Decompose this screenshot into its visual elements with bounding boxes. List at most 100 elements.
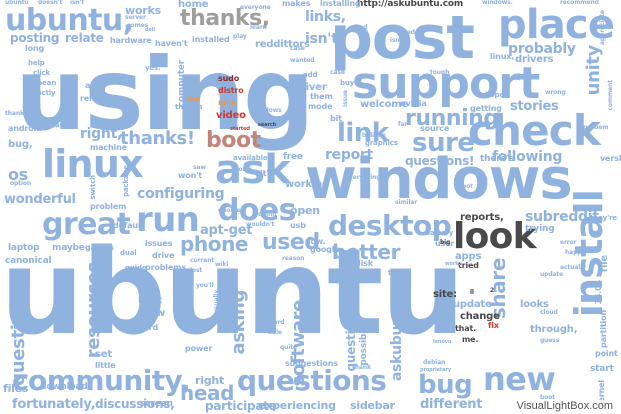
cloud-word: them xyxy=(310,92,333,101)
cloud-word: relate xyxy=(65,31,104,45)
cloud-word: question, xyxy=(344,310,358,372)
cloud-word: ubuntu, xyxy=(5,3,134,38)
cloud-word: believe xyxy=(362,132,386,139)
cloud-word: add xyxy=(303,71,318,79)
cloud-word: reason xyxy=(282,255,305,262)
cloud-word: ftw xyxy=(187,96,200,104)
cloud-word: looks xyxy=(520,299,549,310)
cloud-word: haven't xyxy=(155,39,188,48)
cloud-word: dual xyxy=(120,249,137,257)
cloud-word: open xyxy=(290,204,320,217)
cloud-word: look xyxy=(453,216,537,257)
cloud-word: point xyxy=(595,349,618,358)
cloud-word: release xyxy=(80,94,113,103)
cloud-word: bug xyxy=(418,370,473,400)
cloud-word: link xyxy=(337,118,389,148)
cloud-word: isn't xyxy=(305,31,338,47)
cloud-word: similar xyxy=(395,199,418,206)
cloud-word: graphics xyxy=(365,139,398,147)
cloud-word: google xyxy=(310,245,340,254)
cloud-word: case xyxy=(290,45,305,52)
cloud-word: current xyxy=(190,257,215,264)
cloud-word: package xyxy=(122,165,130,198)
cloud-word: ubuntu xyxy=(5,0,29,6)
cloud-word: yes. xyxy=(145,64,161,72)
cloud-word: askubuntu xyxy=(389,300,405,382)
cloud-word: they're xyxy=(590,214,618,222)
cloud-word: ubuntu xyxy=(0,223,465,361)
cloud-word: able xyxy=(268,329,282,336)
cloud-word: video xyxy=(216,110,246,121)
cloud-word: great xyxy=(42,207,131,242)
cloud-word: free xyxy=(283,152,303,162)
cloud-word: suggestions xyxy=(285,359,338,368)
cloud-word: user xyxy=(435,239,455,248)
cloud-word: far xyxy=(398,121,408,128)
cloud-word: wanted xyxy=(290,57,315,64)
cloud-word: app xyxy=(85,81,102,90)
cloud-word: sidebar xyxy=(350,399,395,412)
cloud-word: thanks! xyxy=(120,128,195,149)
cloud-word: fortunately, xyxy=(12,397,96,412)
cloud-word: isn't xyxy=(390,37,405,44)
cloud-word: click xyxy=(33,69,51,77)
cloud-word: everything xyxy=(345,174,381,181)
cloud-word: best xyxy=(138,295,162,306)
cloud-word: http://askubuntu.com xyxy=(357,0,464,9)
cloud-word: windows. xyxy=(482,0,513,6)
cloud-word: does xyxy=(218,193,296,228)
cloud-word: support xyxy=(352,58,540,109)
cloud-word: thanks, xyxy=(180,6,270,31)
cloud-word: android xyxy=(8,124,42,133)
cloud-word: file xyxy=(599,255,610,273)
cloud-word: right, xyxy=(80,126,123,142)
cloud-word: issues xyxy=(145,239,173,248)
cloud-word: games xyxy=(85,243,114,252)
cloud-word: 2 xyxy=(490,287,495,294)
cloud-word: read xyxy=(400,29,415,36)
cloud-word: right xyxy=(195,374,225,387)
cloud-word: place xyxy=(498,2,615,48)
cloud-word: that. xyxy=(455,324,476,333)
cloud-word: little xyxy=(95,361,116,370)
cloud-word: update xyxy=(453,299,492,310)
cloud-word: partition xyxy=(599,310,608,348)
cloud-word: though xyxy=(175,103,203,111)
cloud-word: discussions, xyxy=(95,397,175,411)
cloud-word: hard xyxy=(138,323,159,332)
cloud-word: option xyxy=(10,180,32,187)
cloud-word: hardware xyxy=(110,36,152,45)
cloud-word: apps xyxy=(455,251,482,262)
cloud-word: distro xyxy=(218,86,244,95)
cloud-word: participate xyxy=(205,399,277,413)
cloud-word: community, xyxy=(12,364,191,397)
cloud-word: running xyxy=(299,280,306,306)
cloud-word: laptop xyxy=(8,243,40,253)
cloud-word: wasn't xyxy=(50,122,72,129)
cloud-word: boot xyxy=(206,128,261,153)
cloud-word: gnome xyxy=(218,207,241,214)
cloud-word: makes xyxy=(282,0,311,8)
cloud-word: drive xyxy=(152,251,175,260)
cloud-word: buy xyxy=(340,79,355,87)
cloud-word: probem xyxy=(583,124,609,131)
cloud-word: using xyxy=(15,36,315,153)
cloud-word: stories xyxy=(510,99,559,114)
cloud-word: me. xyxy=(462,335,479,344)
cloud-word: wrong xyxy=(545,89,566,96)
cloud-word: thanks xyxy=(5,110,28,117)
cloud-word: lenovo xyxy=(433,339,452,345)
cloud-word: questions! xyxy=(405,154,475,168)
cloud-word: getting xyxy=(470,104,502,113)
cloud-word: debian xyxy=(423,359,446,366)
cloud-word: windows xyxy=(253,107,282,114)
cloud-word: fix xyxy=(488,321,499,330)
cloud-word: help xyxy=(28,59,45,67)
cloud-word: happy xyxy=(565,249,586,256)
cloud-word: touch xyxy=(108,99,127,106)
cloud-word: mode xyxy=(308,102,333,111)
cloud-word: boot xyxy=(540,394,555,401)
cloud-word: wonderful xyxy=(4,192,76,207)
cloud-word: site: xyxy=(433,289,457,300)
cloud-word: download xyxy=(40,382,88,392)
